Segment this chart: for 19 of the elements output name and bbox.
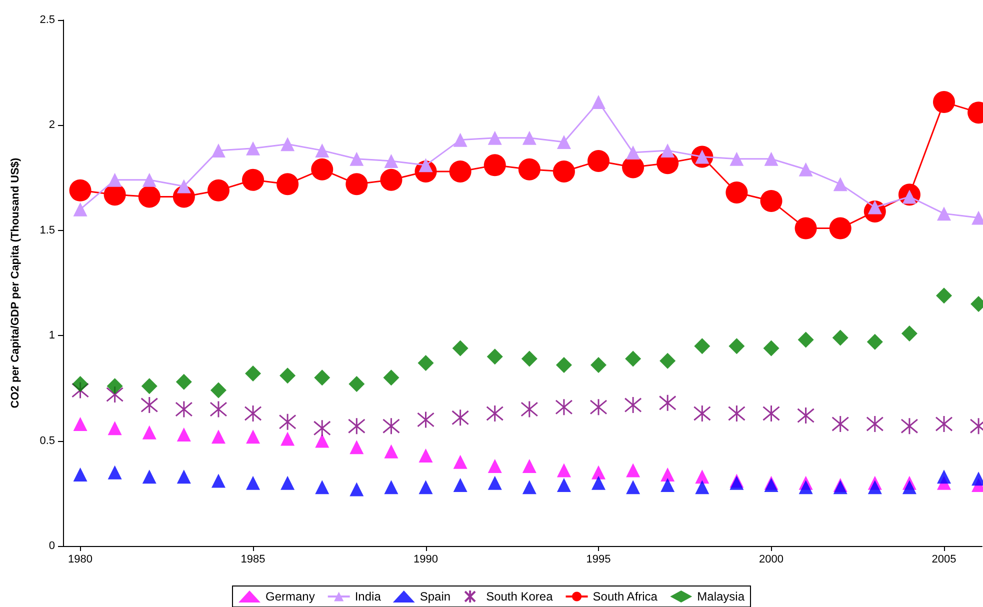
x-tick-label: 1985 [240, 554, 266, 566]
y-tick-label: 1.5 [40, 224, 55, 236]
x-tick-label: 1980 [68, 554, 93, 566]
y-tick-label: 0 [48, 540, 55, 552]
y-axis-title: CO2 per Capita/GDP per Capita (Thousand US$) [10, 157, 22, 408]
x-tick-label: 2005 [932, 554, 956, 566]
x-tick-label: 1995 [586, 554, 611, 566]
y-tick-label: 2 [48, 119, 55, 132]
x-tick-label: 2000 [759, 554, 784, 566]
legend-label: Malaysia [697, 590, 745, 604]
legend-label: India [354, 590, 382, 604]
y-tick-label: 0.5 [40, 434, 55, 447]
x-tick-label: 1990 [414, 554, 438, 566]
legend-label: Spain [420, 590, 451, 604]
legend-label: Germany [266, 590, 315, 604]
y-tick-label: 1 [48, 330, 55, 342]
legend-label: South Korea [486, 590, 554, 604]
legend-label: South Africa [592, 590, 658, 604]
y-tick-label: 2.5 [40, 14, 55, 26]
